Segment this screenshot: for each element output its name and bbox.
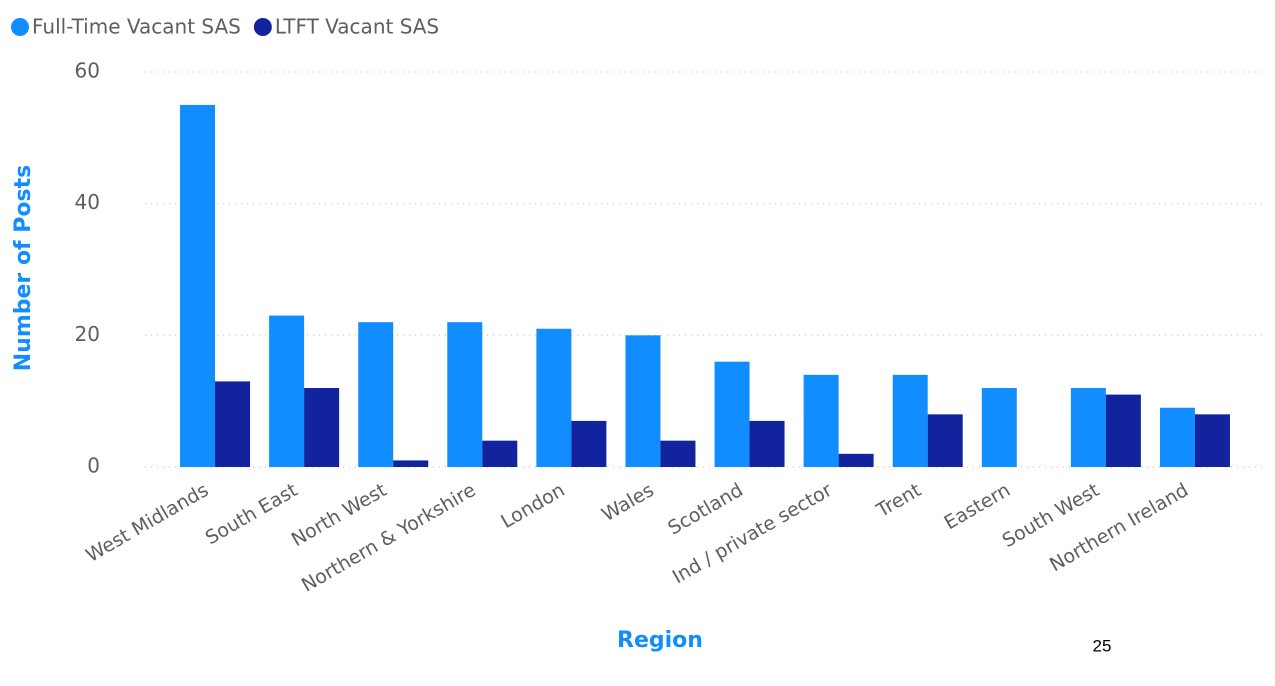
y-tick-label: 40 bbox=[75, 190, 100, 214]
bar bbox=[660, 440, 696, 467]
bar bbox=[803, 374, 839, 467]
legend-marker bbox=[253, 18, 272, 36]
page-number: 25 bbox=[1093, 636, 1112, 655]
bar bbox=[571, 420, 607, 467]
bar bbox=[1070, 388, 1106, 467]
x-tick-label: Wales bbox=[598, 479, 658, 526]
bar bbox=[838, 453, 874, 467]
bar bbox=[625, 335, 661, 467]
x-tick-label: London bbox=[497, 479, 568, 533]
x-tick-label: West Midlands bbox=[82, 479, 212, 567]
x-tick-label: Ind / private sector bbox=[669, 479, 836, 588]
bar bbox=[536, 328, 572, 467]
y-tick-label: 20 bbox=[75, 322, 100, 346]
bar bbox=[1194, 414, 1230, 467]
bar bbox=[269, 315, 305, 467]
bar bbox=[215, 381, 251, 467]
x-tick-label: South East bbox=[202, 479, 302, 549]
bar bbox=[482, 440, 518, 467]
bar bbox=[1159, 407, 1195, 467]
bar bbox=[1105, 394, 1141, 467]
bar bbox=[393, 460, 429, 467]
bar bbox=[447, 322, 483, 467]
legend-label: LTFT Vacant SAS bbox=[275, 15, 439, 39]
y-axis-title: Number of Posts bbox=[11, 165, 36, 371]
y-tick-label: 0 bbox=[87, 454, 100, 478]
bar bbox=[180, 104, 216, 468]
bar bbox=[714, 361, 750, 467]
bar bbox=[358, 322, 394, 467]
bar bbox=[749, 420, 785, 467]
bar bbox=[304, 388, 340, 467]
bar bbox=[892, 374, 928, 467]
bar bbox=[981, 388, 1017, 467]
x-axis-title: Region bbox=[617, 628, 703, 653]
x-tick-label: Eastern bbox=[940, 479, 1014, 534]
legend-marker bbox=[11, 18, 29, 36]
x-tick-label: Trent bbox=[872, 479, 925, 522]
bar bbox=[927, 414, 963, 467]
legend-label: Full-Time Vacant SAS bbox=[32, 15, 241, 39]
y-tick-label: 60 bbox=[75, 59, 100, 83]
